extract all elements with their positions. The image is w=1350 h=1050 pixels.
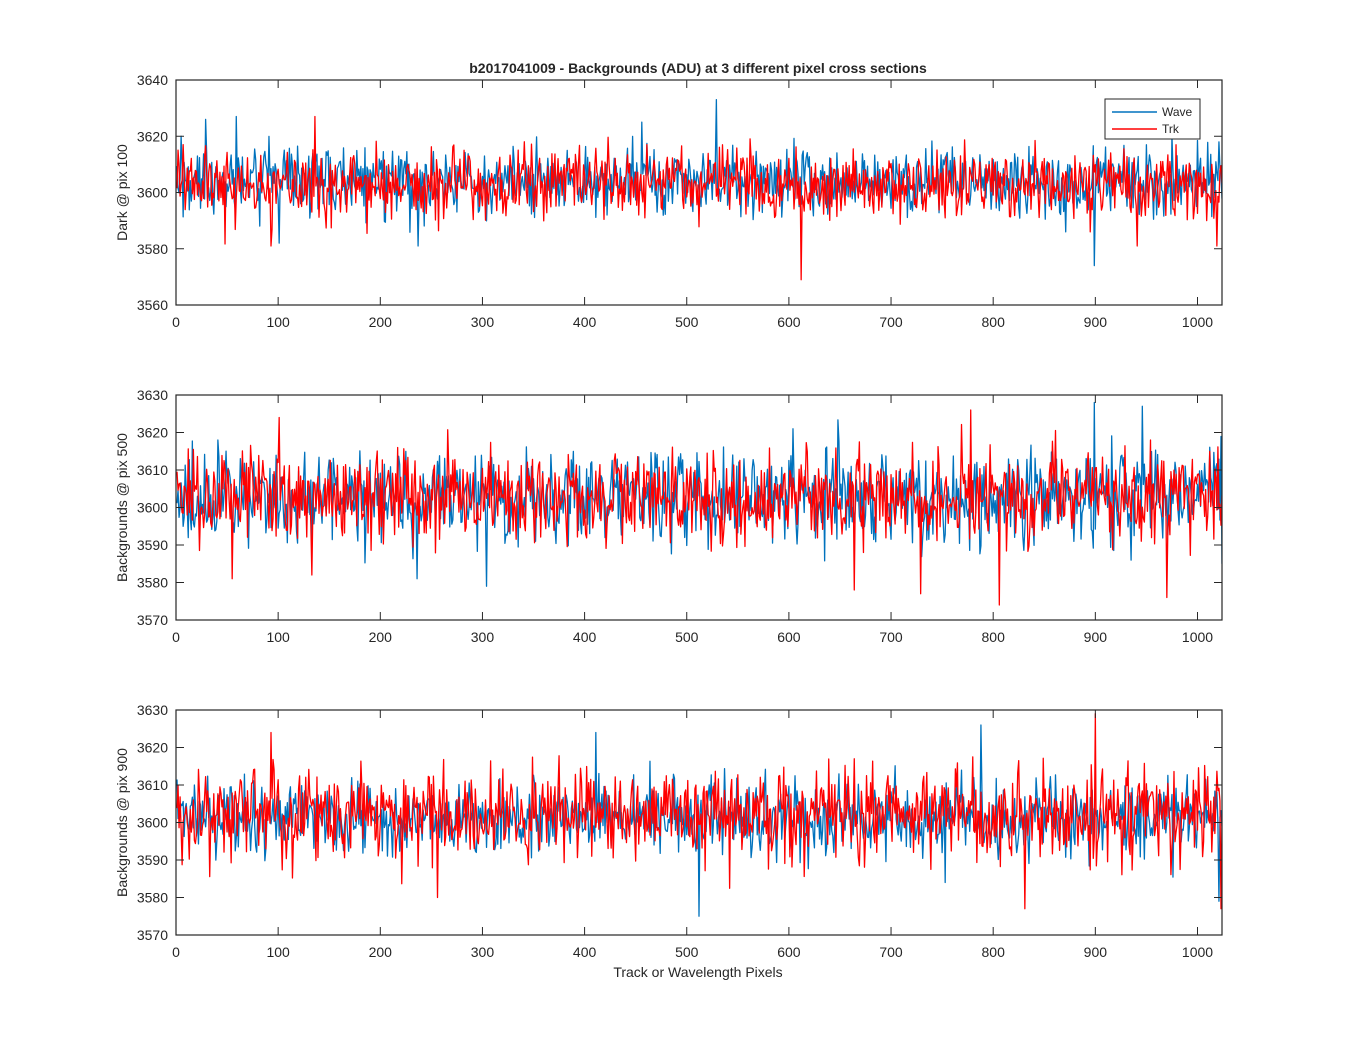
x-tick-label: 0 (172, 314, 180, 330)
x-tick-label: 1000 (1182, 944, 1213, 960)
subplot-1: 0 100 200 300 400 500 600 700 800 900 1000 3560 3580… (114, 72, 1223, 330)
x-tick-label: 0 (172, 629, 180, 645)
x-tick-label: 800 (982, 629, 1006, 645)
y-tick-label: 3600 (137, 500, 168, 516)
x-tick-label: 900 (1084, 944, 1108, 960)
x-tick-label: 700 (879, 629, 903, 645)
y-tick-label: 3590 (137, 852, 168, 868)
y-tick-label: 3620 (137, 128, 168, 144)
y-tick-label: 3630 (137, 702, 168, 718)
x-tick-label: 900 (1084, 314, 1108, 330)
y-tick-label: 3560 (137, 297, 168, 313)
x-axis-label: Track or Wavelength Pixels (613, 964, 782, 980)
legend-box (1104, 98, 1201, 140)
x-tick-label: 800 (982, 314, 1006, 330)
x-tick-label: 500 (675, 944, 699, 960)
legend-label-wave: Wave (1162, 105, 1193, 119)
y-tick-label: 3580 (137, 241, 168, 257)
y-tick-label: 3600 (137, 815, 168, 831)
x-tick-label: 300 (471, 944, 495, 960)
y-axis-label: Backgrounds @ pix 500 (114, 433, 130, 582)
x-tick-label: 200 (369, 944, 393, 960)
y-axis-label: Backgrounds @ pix 900 (114, 748, 130, 897)
y-tick-label: 3590 (137, 537, 168, 553)
x-tick-label: 700 (879, 944, 903, 960)
y-tick-label: 3610 (137, 777, 168, 793)
x-tick-label: 100 (266, 629, 290, 645)
x-tick-label: 100 (266, 314, 290, 330)
x-tick-label: 600 (777, 629, 801, 645)
x-tick-label: 800 (982, 944, 1006, 960)
subplot-3: 0 100 200 300 400 500 600 700 800 900 1000 3570 3580… (114, 702, 1223, 960)
x-tick-label: 500 (675, 314, 699, 330)
axes-container: 0 100 200 300 400 500 600 700 800 900 100035603580… (114, 72, 1223, 960)
series-line-trk (176, 409, 1222, 606)
y-tick-label: 3620 (137, 425, 168, 441)
x-tick-label: 500 (675, 629, 699, 645)
x-tick-label: 200 (369, 314, 393, 330)
y-tick-label: 3620 (137, 740, 168, 756)
y-tick-label: 3580 (137, 890, 168, 906)
x-tick-label: 400 (573, 629, 597, 645)
y-tick-label: 3600 (137, 185, 168, 201)
x-tick-label: 900 (1084, 629, 1108, 645)
series-line-trk (176, 115, 1222, 281)
x-tick-label: 200 (369, 629, 393, 645)
x-tick-label: 300 (471, 629, 495, 645)
figure-title: b2017041009 - Backgrounds (ADU) at 3 dif… (469, 60, 927, 76)
x-tick-label: 700 (879, 314, 903, 330)
x-tick-label: 0 (172, 944, 180, 960)
x-tick-label: 400 (573, 314, 597, 330)
y-tick-label: 3580 (137, 575, 168, 591)
x-tick-label: 1000 (1182, 629, 1213, 645)
legend-label-trk: Trk (1162, 122, 1180, 136)
y-tick-label: 3630 (137, 387, 168, 403)
x-tick-label: 100 (266, 944, 290, 960)
y-tick-label: 3610 (137, 462, 168, 478)
legend: Wave Trk (1104, 98, 1201, 140)
series-line-trk (176, 713, 1222, 910)
x-tick-label: 300 (471, 314, 495, 330)
x-tick-label: 600 (777, 314, 801, 330)
y-tick-label: 3640 (137, 72, 168, 88)
x-tick-label: 1000 (1182, 314, 1213, 330)
y-axis-label: Dark @ pix 100 (114, 144, 130, 241)
subplot-2: 0 100 200 300 400 500 600 700 800 900 1000 3570 3580… (114, 387, 1223, 645)
x-tick-label: 600 (777, 944, 801, 960)
x-tick-label: 400 (573, 944, 597, 960)
y-tick-label: 3570 (137, 612, 168, 628)
y-tick-label: 3570 (137, 927, 168, 943)
